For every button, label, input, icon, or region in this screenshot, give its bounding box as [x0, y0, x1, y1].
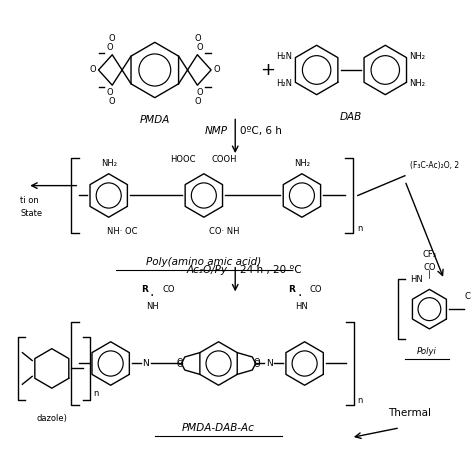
Text: O: O	[107, 43, 114, 52]
Text: Poly(amino amic acid): Poly(amino amic acid)	[146, 257, 262, 267]
Text: NH₂: NH₂	[100, 159, 117, 168]
Text: O: O	[176, 357, 183, 366]
Text: dazole): dazole)	[36, 414, 67, 423]
Text: HOOC: HOOC	[171, 155, 196, 164]
Text: O: O	[194, 35, 201, 44]
Text: O: O	[194, 97, 201, 106]
Text: +: +	[260, 61, 275, 79]
Text: CO: CO	[423, 263, 436, 272]
Text: 24 h , 20 ºC: 24 h , 20 ºC	[240, 264, 302, 274]
Text: ti on: ti on	[20, 196, 39, 205]
Text: HN: HN	[296, 301, 308, 310]
Text: State: State	[20, 209, 43, 218]
Text: COOH: COOH	[212, 155, 237, 164]
Text: NH₂: NH₂	[410, 52, 426, 61]
Text: H₂N: H₂N	[276, 52, 292, 61]
Text: .: .	[297, 285, 301, 300]
Text: PMDA-DAB-Ac: PMDA-DAB-Ac	[182, 423, 255, 433]
Text: n: n	[357, 224, 362, 233]
Text: O: O	[196, 43, 203, 52]
Text: Ac₂O/Py: Ac₂O/Py	[186, 264, 228, 274]
Text: NMP: NMP	[204, 126, 228, 136]
Text: O: O	[107, 88, 114, 97]
Text: O: O	[196, 88, 203, 97]
Text: CF₃: CF₃	[422, 250, 437, 259]
Text: NH₂: NH₂	[294, 159, 310, 168]
Text: R: R	[141, 285, 148, 294]
Text: (F₃C-Ac)₂O, 2: (F₃C-Ac)₂O, 2	[410, 161, 459, 170]
Text: 0ºC, 6 h: 0ºC, 6 h	[240, 126, 282, 136]
Text: CO: CO	[310, 285, 322, 294]
Text: R: R	[288, 285, 295, 294]
Text: O: O	[213, 65, 219, 74]
Text: O: O	[176, 360, 183, 369]
Text: O: O	[254, 357, 261, 366]
Text: O: O	[109, 97, 116, 106]
Text: H₂N: H₂N	[276, 79, 292, 88]
Text: DAB: DAB	[340, 112, 362, 122]
Text: NH· OC: NH· OC	[107, 227, 137, 236]
Text: C: C	[465, 292, 471, 301]
Text: N: N	[143, 359, 149, 368]
Text: N: N	[266, 359, 273, 368]
Text: Thermal: Thermal	[388, 408, 431, 418]
Text: n: n	[93, 389, 99, 398]
Text: HN: HN	[410, 275, 423, 284]
Text: n: n	[357, 396, 363, 405]
Text: O: O	[90, 65, 97, 74]
Text: O: O	[109, 35, 116, 44]
Text: O: O	[254, 360, 261, 369]
Text: CO· NH: CO· NH	[209, 227, 239, 236]
Text: CO: CO	[163, 285, 175, 294]
Text: NH₂: NH₂	[410, 79, 426, 88]
Text: NH: NH	[146, 301, 159, 310]
Text: PMDA: PMDA	[140, 116, 170, 126]
Text: Polyi: Polyi	[417, 346, 437, 356]
Text: .: .	[150, 285, 154, 300]
